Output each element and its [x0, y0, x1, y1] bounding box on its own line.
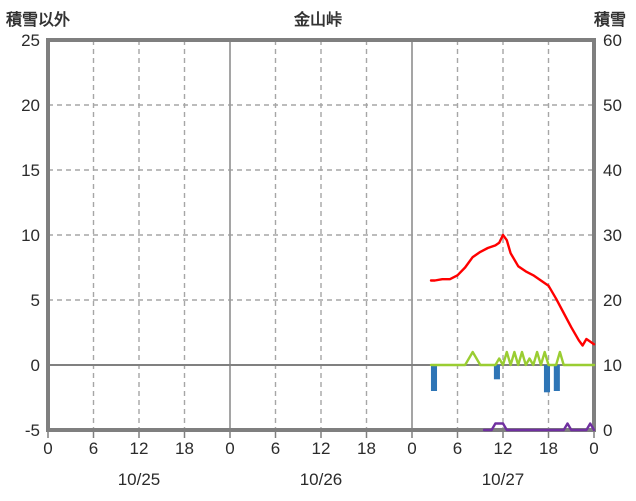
yellowgreen-line [429, 350, 596, 367]
right-axis-tick-label: 30 [603, 226, 622, 245]
x-axis-tick-label: 6 [271, 439, 280, 458]
blue-bars-bar [430, 365, 438, 391]
blue-bars-bar [543, 365, 551, 393]
x-axis-tick-label: 18 [539, 439, 558, 458]
right-axis-tick-label: 50 [603, 96, 622, 115]
red-line [429, 233, 596, 347]
x-axis-tick-label: 12 [312, 439, 331, 458]
left-axis-tick-label: 20 [21, 96, 40, 115]
right-axis-tick-label: 10 [603, 356, 622, 375]
purple-line [482, 422, 596, 432]
date-label: 10/27 [482, 470, 525, 489]
x-axis-tick-label: 0 [589, 439, 598, 458]
plot-frame [46, 38, 596, 432]
x-axis-tick-label: 18 [175, 439, 194, 458]
blue-bars-bar [553, 365, 560, 391]
right-axis-tick-label: 60 [603, 31, 622, 50]
left-axis-tick-label: 15 [21, 161, 40, 180]
x-axis-tick-label: 12 [494, 439, 513, 458]
right-axis-tick-label: 20 [603, 291, 622, 310]
left-axis-tick-label: 0 [31, 356, 40, 375]
x-axis-tick-label: 18 [357, 439, 376, 458]
x-axis-tick-label: 0 [225, 439, 234, 458]
x-axis-tick-label: 0 [43, 439, 52, 458]
left-axis-tick-label: 25 [21, 31, 40, 50]
x-axis-tick-label: 12 [130, 439, 149, 458]
blue-bars-bar [493, 365, 500, 380]
right-axis-tick-label: 0 [603, 421, 612, 440]
right-axis-tick-label: 40 [603, 161, 622, 180]
date-label: 10/26 [300, 470, 343, 489]
x-axis-tick-label: 6 [453, 439, 462, 458]
left-axis-tick-label: 5 [31, 291, 40, 310]
x-axis-tick-label: 6 [89, 439, 98, 458]
left-axis-tick-label: 10 [21, 226, 40, 245]
date-label: 10/25 [118, 470, 161, 489]
left-axis-title: 積雪以外 [6, 12, 71, 29]
chart-title: 金山峠 [293, 12, 343, 29]
x-axis-tick-label: 0 [407, 439, 416, 458]
left-axis-tick-label: -5 [25, 421, 40, 440]
right-axis-title: 積雪 [593, 12, 626, 29]
